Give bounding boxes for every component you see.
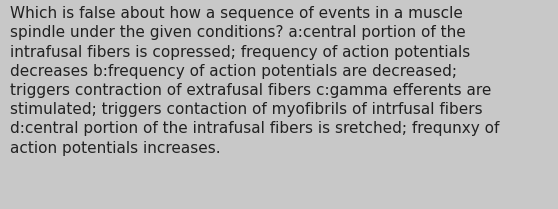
Text: Which is false about how a sequence of events in a muscle
spindle under the give: Which is false about how a sequence of e… [10,6,499,156]
